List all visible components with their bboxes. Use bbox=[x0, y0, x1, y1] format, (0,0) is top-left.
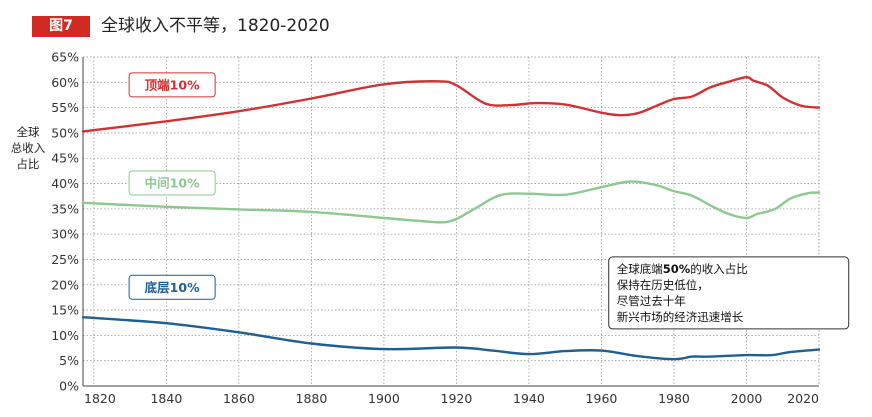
x-tick-label: 1900 bbox=[368, 391, 400, 406]
x-tick-label: 1920 bbox=[441, 391, 473, 406]
series-label-box-1 bbox=[128, 72, 216, 98]
y-axis-label: 全球 bbox=[17, 125, 40, 139]
y-axis-label: 占比 bbox=[17, 157, 40, 171]
y-tick-label: 0% bbox=[59, 379, 79, 394]
x-tick-label: 1860 bbox=[223, 391, 255, 406]
annotation-line-1: 全球底端50%的收入占比 bbox=[617, 262, 748, 276]
y-axis-label: 总收入 bbox=[11, 141, 46, 155]
annotation-line-2: 保持在历史低位， bbox=[617, 278, 709, 292]
y-tick-label: 10% bbox=[51, 328, 79, 343]
x-tick-label: 1880 bbox=[296, 391, 328, 406]
x-tick-label: 1980 bbox=[658, 391, 690, 406]
series-label-box-2 bbox=[128, 170, 216, 196]
annotation-text: 的收入占比 bbox=[690, 262, 748, 276]
series-lines bbox=[81, 76, 821, 361]
chart-title: 全球收入不平等，1820-2020 bbox=[101, 16, 330, 36]
series-label-1: 顶端10% bbox=[145, 77, 200, 92]
y-tick-label: 45% bbox=[51, 151, 79, 166]
y-tick-label: 5% bbox=[59, 353, 79, 368]
figure-number-badge: 图7 bbox=[32, 16, 90, 37]
annotation-box bbox=[608, 256, 850, 330]
series-label-2: 中间10% bbox=[145, 176, 200, 191]
y-tick-label: 60% bbox=[51, 75, 79, 90]
series-labels: 顶端10% 中间10% 底层10% bbox=[128, 72, 216, 300]
annotation-text: 50% bbox=[663, 262, 691, 276]
y-tick-label: 55% bbox=[51, 100, 79, 115]
y-tick-label: 65% bbox=[51, 50, 79, 65]
series-line-3 bbox=[81, 316, 821, 361]
x-tick-label: 2000 bbox=[731, 391, 763, 406]
x-tick-label: 1960 bbox=[586, 391, 618, 406]
series-label-3: 底层10% bbox=[145, 280, 200, 295]
x-tick-label: 1840 bbox=[150, 391, 182, 406]
y-tick-label: 40% bbox=[51, 176, 79, 191]
annotation-text: 尽管过去十年 bbox=[617, 294, 686, 308]
y-tick-label: 20% bbox=[51, 277, 79, 292]
y-tick-label: 35% bbox=[51, 201, 79, 216]
y-tick-label: 25% bbox=[51, 252, 79, 267]
annotation-text: 全球底端 bbox=[617, 262, 663, 276]
annotation-line-3: 尽管过去十年 bbox=[617, 294, 686, 308]
x-tick-label: 1940 bbox=[513, 391, 545, 406]
series-line-2 bbox=[81, 180, 821, 224]
series-label-box-3 bbox=[128, 274, 216, 300]
annotation-text: 新兴市场的经济迅速增长 bbox=[617, 310, 744, 324]
annotation-line-4: 新兴市场的经济迅速增长 bbox=[617, 310, 744, 324]
x-tick-label: 2020 bbox=[787, 391, 819, 406]
y-tick-label: 15% bbox=[51, 303, 79, 318]
axes: 0% 5% 10% 15% 20% 25% 30% 35% 40% 45% 50% 55% 60% 65%… bbox=[11, 50, 819, 407]
series-line-1 bbox=[81, 76, 821, 133]
x-tick-label: 1820 bbox=[84, 391, 116, 406]
y-tick-label: 30% bbox=[51, 227, 79, 242]
annotation-text: 保持在历史低位， bbox=[617, 278, 709, 292]
y-tick-label: 50% bbox=[51, 125, 79, 140]
